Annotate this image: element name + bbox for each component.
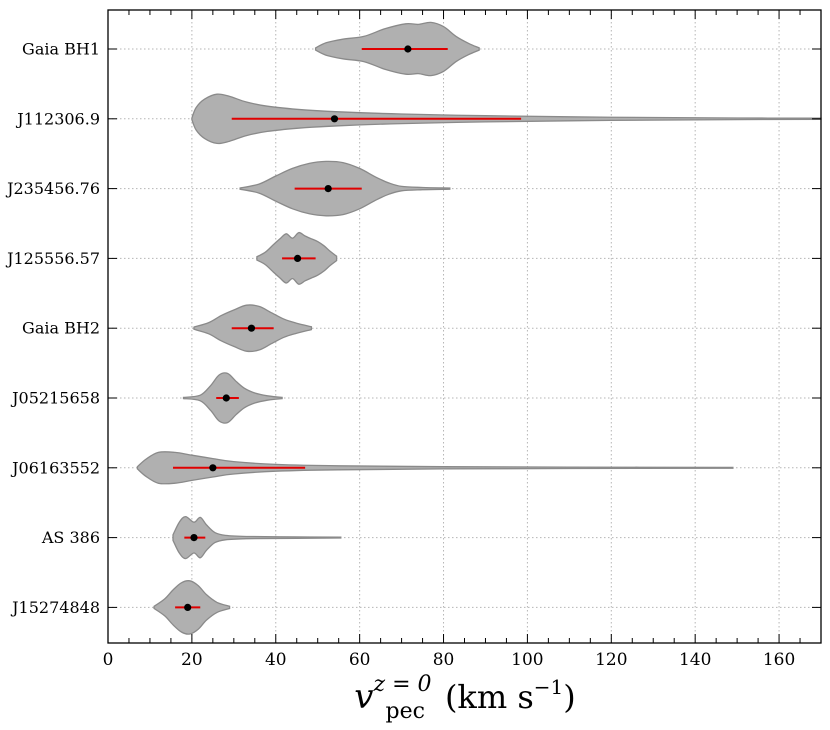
x-tick-label-1: 20 (181, 650, 203, 670)
x-tick-label-4: 80 (433, 650, 455, 670)
median-point-5 (222, 394, 230, 402)
y-tick-label-3: J125556.57 (5, 249, 100, 268)
y-tick-label-8: J15274848 (10, 598, 100, 617)
median-point-1 (330, 115, 339, 123)
y-tick-label-5: J05215658 (10, 389, 100, 408)
y-tick-label-6: J06163552 (10, 458, 100, 477)
y-tick-label-7: AS 386 (41, 528, 100, 547)
y-tick-label-1: J112306.9 (15, 109, 100, 128)
violin-layer (136, 21, 822, 635)
violin-7 (172, 515, 342, 560)
x-axis-title: vz = 0 pec (km s−1) (354, 672, 575, 724)
violin-6 (136, 451, 734, 485)
y-tick-label-4: Gaia BH2 (22, 319, 100, 338)
x-tick-label-2: 40 (265, 650, 287, 670)
x-tick-label-7: 140 (679, 650, 711, 670)
median-point-6 (209, 464, 217, 472)
median-point-8 (184, 603, 192, 612)
x-tick-label-0: 0 (103, 650, 114, 670)
x-tick-label-3: 60 (349, 650, 371, 670)
x-tick-label-8: 160 (763, 650, 795, 670)
y-tick-label-0: Gaia BH1 (22, 40, 100, 59)
axis-layer: Gaia BH1 J112306.9 J235456.76 J125556.57 Gai… (5, 9, 822, 670)
median-point-3 (293, 254, 302, 262)
median-point-7 (190, 534, 198, 542)
median-point-4 (247, 324, 256, 332)
x-tick-label-5: 100 (511, 650, 543, 670)
x-tick-label-6: 120 (595, 650, 627, 670)
y-tick-label-2: J235456.76 (5, 179, 100, 198)
median-point-2 (324, 185, 332, 193)
median-point-0 (404, 45, 412, 53)
